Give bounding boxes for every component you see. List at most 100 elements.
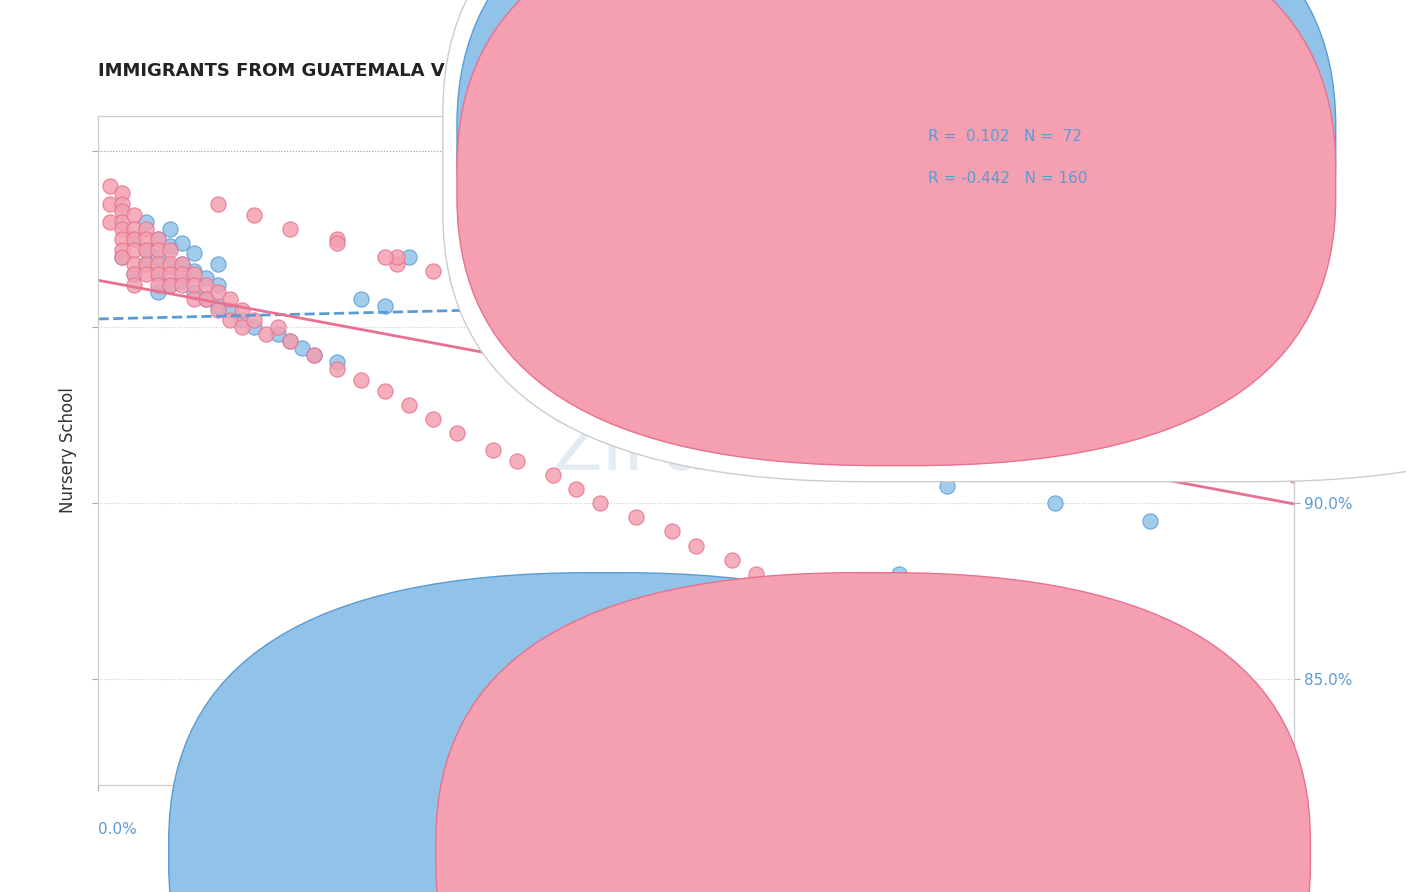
Point <box>148 232 170 246</box>
Point <box>135 214 157 228</box>
Point <box>804 373 827 387</box>
Point <box>135 232 157 246</box>
Point <box>350 292 373 306</box>
Point <box>626 320 648 334</box>
Point <box>841 609 863 624</box>
Point <box>1282 834 1305 848</box>
Point <box>685 327 707 342</box>
Point <box>172 275 194 289</box>
Point <box>135 257 157 271</box>
Point <box>780 243 803 257</box>
Point <box>852 391 875 405</box>
Point <box>889 566 911 581</box>
Point <box>135 243 157 257</box>
Point <box>1187 285 1209 299</box>
Point <box>159 268 181 282</box>
Point <box>1080 348 1102 362</box>
Point <box>900 306 922 320</box>
Point <box>685 338 707 352</box>
Point <box>385 250 409 264</box>
Point <box>159 260 181 275</box>
Point <box>219 313 242 327</box>
Point <box>1187 778 1209 792</box>
Point <box>183 292 205 306</box>
Point <box>124 277 146 292</box>
Point <box>780 581 803 595</box>
Point <box>863 391 887 405</box>
Point <box>936 478 959 492</box>
Point <box>780 277 803 292</box>
Point <box>517 268 540 282</box>
Point <box>243 208 266 222</box>
Point <box>756 362 779 376</box>
Point <box>207 299 229 313</box>
Point <box>804 376 827 391</box>
Point <box>302 348 325 362</box>
Point <box>602 235 624 250</box>
Point <box>446 425 468 440</box>
Point <box>159 239 181 253</box>
Point <box>207 257 229 271</box>
Point <box>481 257 505 271</box>
Point <box>804 235 827 250</box>
Point <box>863 369 887 384</box>
Point <box>745 342 768 356</box>
Point <box>1222 292 1246 306</box>
Point <box>1080 355 1102 369</box>
Point <box>1102 736 1125 750</box>
Point <box>1043 707 1066 722</box>
Point <box>745 342 768 356</box>
Point <box>1163 277 1185 292</box>
Point <box>243 320 266 334</box>
Point <box>302 348 325 362</box>
Point <box>1080 722 1102 736</box>
Point <box>148 250 170 264</box>
Point <box>398 250 420 264</box>
Point <box>172 235 194 250</box>
Point <box>267 327 290 342</box>
Text: ZIPatlas: ZIPatlas <box>553 416 839 485</box>
Point <box>183 246 205 260</box>
Point <box>924 384 946 398</box>
Point <box>183 277 205 292</box>
Point <box>111 204 134 219</box>
Point <box>398 398 420 412</box>
Point <box>183 268 205 282</box>
Point <box>422 411 444 425</box>
Point <box>613 320 636 334</box>
Point <box>948 665 970 680</box>
Point <box>745 257 768 271</box>
Point <box>924 651 946 665</box>
Text: R =  0.102   N =  72: R = 0.102 N = 72 <box>928 129 1083 144</box>
Point <box>506 454 529 468</box>
Point <box>1043 235 1066 250</box>
Point <box>780 285 803 299</box>
Point <box>685 250 707 264</box>
Point <box>111 197 134 211</box>
Point <box>172 257 194 271</box>
Point <box>984 398 1007 412</box>
Point <box>446 232 468 246</box>
Point <box>1271 313 1294 327</box>
Point <box>326 235 349 250</box>
Point <box>959 320 981 334</box>
Point <box>446 268 468 282</box>
Point <box>1139 369 1161 384</box>
Point <box>565 299 588 313</box>
Point <box>900 405 922 419</box>
Point <box>661 524 683 539</box>
Point <box>984 250 1007 264</box>
Point <box>1246 806 1268 821</box>
Point <box>900 313 922 327</box>
Point <box>1258 820 1281 834</box>
Point <box>231 302 253 317</box>
Point <box>326 362 349 376</box>
Text: Immigrants from Guatemala: Immigrants from Guatemala <box>633 849 851 863</box>
Point <box>219 292 242 306</box>
Point <box>183 285 205 299</box>
Point <box>278 334 301 349</box>
Point <box>207 285 229 299</box>
Point <box>626 313 648 327</box>
Point <box>98 179 122 194</box>
Point <box>626 257 648 271</box>
